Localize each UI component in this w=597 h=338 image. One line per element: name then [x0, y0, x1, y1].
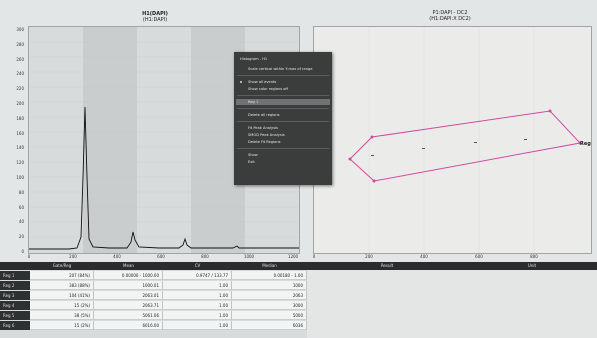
table-cell[interactable]: 104 (41%)	[30, 291, 94, 300]
column-header[interactable]: Mean	[94, 262, 163, 270]
histogram-y-tick: 20	[18, 234, 24, 240]
histogram-x-tick: 1200	[287, 254, 299, 259]
row-header[interactable]: Reg 2	[0, 281, 30, 290]
row-header[interactable]: Reg 5	[0, 311, 30, 320]
table-cell[interactable]: 207 (84%)	[30, 271, 94, 280]
column-header[interactable]: Unit	[467, 262, 597, 270]
scatter-x-tick: 600	[475, 254, 483, 259]
menu-item-4[interactable]: Delete all regions	[248, 113, 280, 117]
menu-item-3[interactable]: Reg 1	[236, 99, 330, 105]
histogram-y-tick: 100	[16, 175, 24, 180]
statistics-table: Gate/Reg Mean CV Median Reg 1 207 (84%) 0.0000…	[0, 262, 307, 338]
histogram-curve	[29, 106, 299, 250]
histogram-y-tick: 0	[21, 249, 24, 254]
table-cell[interactable]: 0.00000 - 1000.00	[94, 271, 163, 280]
table-corner	[0, 262, 30, 270]
menu-item-8[interactable]: Show	[248, 153, 258, 157]
bullet-icon	[240, 81, 242, 83]
scatter-x-tick: 0	[312, 254, 316, 259]
row-header[interactable]: Reg 6	[0, 321, 30, 330]
column-header[interactable]: Gate/Reg	[30, 262, 94, 270]
menu-separator	[237, 75, 329, 76]
table-cell[interactable]: 1000	[232, 281, 307, 290]
table-cell[interactable]: 38 (5%)	[30, 311, 94, 320]
result-table: Result Unit	[307, 262, 597, 338]
menu-separator	[237, 95, 329, 96]
histogram-subtitle: (H1:DAPI)	[142, 17, 168, 23]
row-header[interactable]: Reg 4	[0, 301, 30, 310]
histogram-y-tick: 220	[16, 86, 24, 92]
histogram-y-tick: 280	[16, 41, 24, 47]
menu-item-7[interactable]: Delete Fit Regions	[248, 140, 281, 144]
histogram-title-text: H1(DAPI)	[142, 11, 168, 17]
menu-header: Histogram - H1	[240, 57, 268, 61]
histogram-y-tick: 80	[18, 189, 24, 195]
histogram-y-tick: 300	[16, 27, 24, 32]
table-cell[interactable]: 5061.06	[94, 311, 163, 320]
region-label: Reg	[580, 141, 591, 147]
table-cell[interactable]: 3000	[232, 301, 307, 310]
table-cell[interactable]: 0.9747 / 133.77	[163, 271, 232, 280]
scatter-plot[interactable]: Reg	[313, 26, 592, 254]
table-cell[interactable]: 5000	[232, 311, 307, 320]
table-cell[interactable]: 15 (2%)	[30, 301, 94, 310]
scatter-x-tick: 400	[420, 254, 428, 259]
column-header[interactable]: CV	[163, 262, 232, 270]
histogram-y-tick: 40	[18, 219, 24, 225]
table-cell[interactable]: 15 (2%)	[30, 321, 94, 330]
table-cell[interactable]: 1.00	[163, 301, 232, 310]
histogram-x-tick: 200	[69, 254, 77, 259]
histogram-x-tick: 0	[27, 254, 31, 259]
scatter-canvas[interactable]	[314, 27, 591, 253]
histogram-y-tick: 60	[18, 204, 24, 210]
table-cell[interactable]: 2063.71	[94, 301, 163, 310]
menu-separator	[237, 108, 329, 109]
column-header[interactable]: Median	[232, 262, 307, 270]
table-cell[interactable]: 1.00	[163, 311, 232, 320]
histogram-x-tick: 600	[157, 254, 165, 259]
menu-separator	[237, 121, 329, 122]
histogram-y-tick: 160	[16, 130, 24, 136]
menu-item-1[interactable]: Show all events	[248, 80, 277, 84]
table-cell[interactable]: 6016.00	[94, 321, 163, 330]
table-cell[interactable]: 1000.01	[94, 281, 163, 290]
histogram-title: H1(DAPI) (H1:DAPI)	[100, 11, 210, 23]
histogram-x-tick: 1000	[243, 254, 255, 259]
column-header[interactable]: Result	[307, 262, 467, 270]
scatter-subtitle: (H1:DAPI:X DC2)	[429, 16, 471, 22]
scatter-title: P1:DAPI - DC2 (H1:DAPI:X DC2)	[380, 10, 520, 22]
histogram-y-tick: 260	[16, 56, 24, 62]
menu-item-5[interactable]: Fit Peak Analysis	[248, 126, 278, 130]
table-cell[interactable]: 2063.01	[94, 291, 163, 300]
table-cell[interactable]: 1.00	[163, 291, 232, 300]
histogram-y-tick: 180	[16, 115, 24, 121]
scatter-x-tick: 200	[365, 254, 373, 259]
scatter-x-tick: 800	[530, 254, 538, 259]
table-cell[interactable]: 0.00180 - 1.00	[232, 271, 307, 280]
menu-item-6[interactable]: SMOD Peak Analysis	[248, 133, 285, 137]
menu-item-9[interactable]: Exit	[248, 160, 255, 164]
histogram-x-tick: 800	[201, 254, 209, 259]
table-cell[interactable]: 383 (88%)	[30, 281, 94, 290]
table-cell[interactable]: 1.00	[163, 281, 232, 290]
row-header[interactable]: Reg 1	[0, 271, 30, 280]
histogram-y-tick: 120	[16, 160, 24, 166]
menu-item-0[interactable]: Scale vertical within Y-max of range	[248, 67, 313, 71]
context-menu: Histogram - H1 Scale vertical within Y-m…	[234, 52, 332, 185]
table-cell[interactable]: 6036	[232, 321, 307, 330]
histogram-y-tick: 240	[16, 71, 24, 77]
row-header[interactable]: Reg 3	[0, 291, 30, 300]
menu-item-2[interactable]: Show color regions off	[248, 87, 288, 91]
scatter-title-text: P1:DAPI - DC2	[432, 10, 468, 16]
histogram-y-tick: 140	[16, 145, 24, 151]
histogram-x-tick: 400	[113, 254, 121, 259]
region-polygon[interactable]	[349, 110, 581, 182]
table-cell[interactable]: 1.00	[163, 321, 232, 330]
table-cell[interactable]: 2063	[232, 291, 307, 300]
menu-separator	[237, 148, 329, 149]
histogram-y-tick: 200	[16, 101, 24, 106]
